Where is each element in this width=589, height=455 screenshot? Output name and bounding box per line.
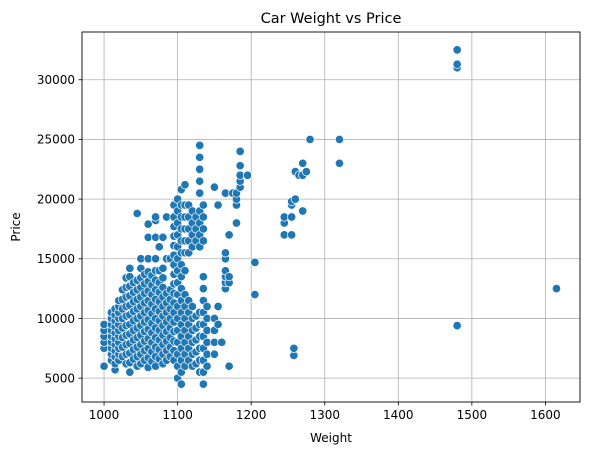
data-point — [298, 206, 308, 216]
data-point — [158, 273, 168, 283]
data-point — [305, 134, 315, 144]
data-point — [213, 301, 223, 312]
plot-area-frame — [81, 31, 581, 403]
data-point — [287, 230, 297, 240]
data-point — [158, 263, 168, 273]
data-point — [187, 301, 197, 312]
data-point — [125, 367, 135, 377]
data-point — [151, 212, 161, 222]
y-gridlines — [82, 79, 580, 379]
data-point — [176, 379, 186, 389]
data-point — [195, 140, 205, 150]
x-tick-label: 1400 — [383, 408, 414, 422]
chart-title: Car Weight vs Price — [261, 11, 402, 27]
data-point — [195, 164, 205, 174]
data-point — [158, 232, 168, 242]
data-point — [132, 208, 142, 218]
data-point — [301, 167, 311, 177]
x-gridlines — [103, 32, 546, 402]
data-point — [224, 230, 234, 240]
x-tick-label: 1500 — [457, 408, 488, 422]
y-tick-label: 20000 — [37, 192, 75, 206]
data-point — [213, 200, 223, 210]
x-tick-label: 1200 — [236, 408, 267, 422]
data-point — [198, 236, 208, 246]
data-point — [202, 361, 212, 371]
data-point — [195, 188, 205, 198]
data-point — [551, 284, 562, 294]
data-point — [235, 161, 245, 171]
y-tick-label: 10000 — [37, 312, 75, 326]
data-point — [231, 218, 242, 228]
data-point — [334, 158, 345, 168]
data-point — [198, 224, 208, 234]
x-tick-label: 1300 — [309, 408, 340, 422]
y-axis-ticks: 5000 10000 15000 20000 25000 30000 — [37, 73, 82, 385]
y-axis-label: Price — [9, 212, 23, 241]
data-point — [125, 263, 135, 273]
data-point — [143, 219, 153, 229]
data-point — [289, 343, 299, 353]
x-tick-label: 1000 — [89, 408, 120, 422]
data-point — [195, 176, 205, 186]
data-point — [213, 319, 223, 329]
data-point — [334, 134, 345, 144]
data-points — [99, 45, 562, 389]
data-point — [180, 180, 190, 190]
y-tick-label: 15000 — [37, 252, 75, 266]
data-point — [198, 379, 208, 389]
data-point — [224, 272, 234, 282]
data-point — [298, 158, 308, 168]
data-point — [202, 301, 212, 312]
data-point — [217, 337, 227, 347]
data-point — [209, 182, 219, 192]
y-tick-label: 5000 — [44, 371, 75, 385]
data-point — [224, 361, 234, 371]
data-point — [198, 272, 208, 282]
data-point — [290, 194, 300, 204]
data-point — [250, 257, 260, 267]
data-point — [198, 284, 208, 294]
data-point — [242, 170, 253, 180]
data-point — [220, 248, 230, 258]
data-point — [235, 146, 245, 156]
data-point — [198, 212, 208, 222]
data-point — [99, 361, 109, 371]
x-axis-ticks: 1000 1100 1200 1300 1400 1500 1600 — [89, 402, 561, 422]
y-tick-label: 25000 — [37, 133, 75, 147]
data-point — [250, 290, 260, 300]
y-tick-label: 30000 — [37, 73, 75, 87]
data-point — [154, 242, 164, 252]
data-point — [195, 152, 205, 162]
data-point — [452, 45, 462, 55]
data-point — [198, 200, 208, 210]
x-tick-label: 1600 — [530, 408, 561, 422]
data-point — [180, 266, 190, 276]
x-tick-label: 1100 — [162, 408, 193, 422]
data-point — [452, 59, 462, 69]
data-point — [452, 321, 462, 331]
data-point — [209, 349, 219, 359]
data-point — [151, 254, 161, 264]
data-point — [287, 212, 297, 222]
x-axis-label: Weight — [310, 431, 352, 445]
